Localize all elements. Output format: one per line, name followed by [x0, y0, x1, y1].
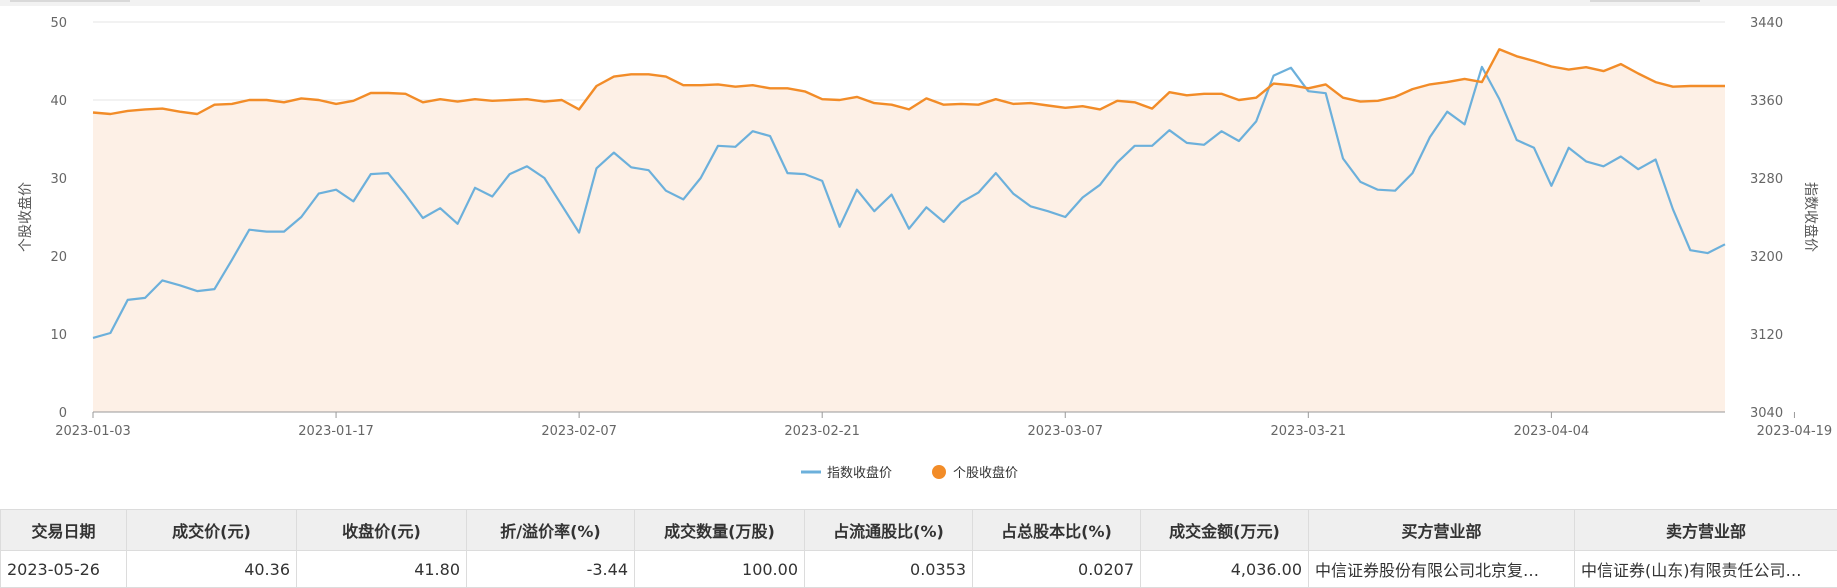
x-tick-label: 2023-03-07: [1027, 424, 1103, 439]
y-left-tick-label: 50: [50, 16, 67, 31]
legend-stock-swatch: [932, 465, 946, 479]
cell-trade-price: 40.36: [127, 551, 297, 588]
header-buyer-branch: 买方营业部: [1309, 510, 1575, 551]
x-tick-label: 2023-02-07: [541, 424, 617, 439]
x-tick-label: 2023-01-17: [298, 424, 374, 439]
cell-buyer-branch[interactable]: 中信证券股份有限公司北京复…: [1309, 551, 1575, 588]
y-left-tick-label: 20: [50, 250, 67, 265]
y-right-tick-label: 3040: [1750, 406, 1783, 421]
cell-total-share-ratio: 0.0207: [973, 551, 1141, 588]
cell-float-share-ratio: 0.0353: [805, 551, 973, 588]
y-left-tick-label: 30: [50, 172, 67, 187]
header-float-share-ratio[interactable]: 占流通股比(%): [805, 510, 973, 551]
header-volume[interactable]: 成交数量(万股): [635, 510, 805, 551]
y-left-tick-label: 0: [59, 406, 67, 421]
y-right-tick-label: 3200: [1750, 250, 1783, 265]
block-trade-table: 交易日期 成交价(元) 收盘价(元) 折/溢价率(%) 成交数量(万股) 占流通…: [0, 509, 1837, 588]
y-right-tick-label: 3120: [1750, 328, 1783, 343]
x-tick-label: 2023-01-03: [55, 424, 131, 439]
y-right-tick-label: 3440: [1750, 16, 1783, 31]
y-left-tick-label: 40: [50, 94, 67, 109]
block-trade-table-container: 交易日期 成交价(元) 收盘价(元) 折/溢价率(%) 成交数量(万股) 占流通…: [0, 509, 1837, 588]
table-header-row: 交易日期 成交价(元) 收盘价(元) 折/溢价率(%) 成交数量(万股) 占流通…: [1, 510, 1837, 551]
header-premium-rate[interactable]: 折/溢价率(%): [467, 510, 635, 551]
header-total-share-ratio[interactable]: 占总股本比(%): [973, 510, 1141, 551]
header-amount[interactable]: 成交金额(万元): [1141, 510, 1309, 551]
table-row: 2023-05-26 40.36 41.80 -3.44 100.00 0.03…: [1, 551, 1837, 588]
cell-trade-date: 2023-05-26: [1, 551, 127, 588]
header-close-price[interactable]: 收盘价(元): [297, 510, 467, 551]
cell-premium-rate: -3.44: [467, 551, 635, 588]
legend-index-label: 指数收盘价: [827, 465, 892, 481]
x-tick-label: 2023-02-21: [784, 424, 860, 439]
cell-volume: 100.00: [635, 551, 805, 588]
legend-stock-label: 个股收盘价: [953, 465, 1018, 481]
header-trade-date[interactable]: 交易日期: [1, 510, 127, 551]
price-comparison-chart: 010203040503040312032003280336034402023-…: [0, 0, 1837, 500]
x-tick-label: 2023-04-04: [1514, 424, 1590, 439]
cell-close-price: 41.80: [297, 551, 467, 588]
x-tick-label: 2023-03-21: [1271, 424, 1347, 439]
y-left-axis-title: 个股收盘价: [17, 182, 34, 252]
y-left-tick-label: 10: [50, 328, 67, 343]
header-trade-price[interactable]: 成交价(元): [127, 510, 297, 551]
cell-amount: 4,036.00: [1141, 551, 1309, 588]
cell-seller-branch[interactable]: 中信证券(山东)有限责任公司…: [1575, 551, 1837, 588]
y-right-tick-label: 3280: [1750, 172, 1783, 187]
x-tick-label: 2023-04-19: [1757, 424, 1833, 439]
header-seller-branch: 卖方营业部: [1575, 510, 1837, 551]
y-right-axis-title: 指数收盘价: [1802, 182, 1819, 252]
y-right-tick-label: 3360: [1750, 94, 1783, 109]
